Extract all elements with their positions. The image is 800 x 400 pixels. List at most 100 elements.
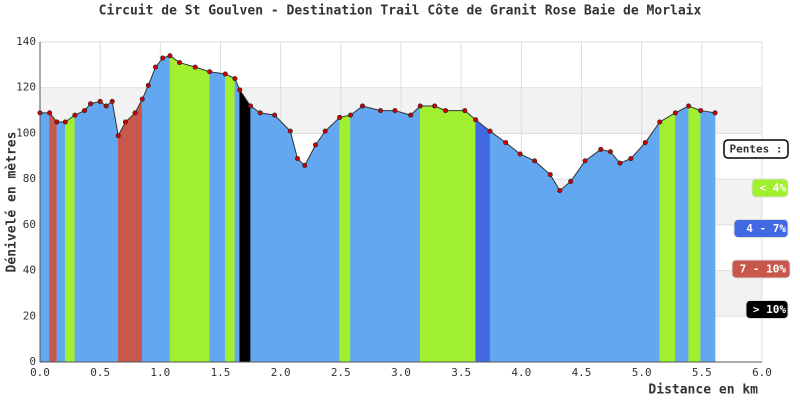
slope-segment bbox=[610, 151, 621, 363]
point-marker bbox=[487, 128, 493, 134]
slope-segment bbox=[250, 105, 261, 363]
point-marker bbox=[617, 160, 623, 166]
point-marker bbox=[582, 158, 588, 164]
slope-segment bbox=[445, 110, 466, 363]
slope-segment bbox=[125, 112, 136, 363]
slope-segment bbox=[700, 110, 716, 363]
point-marker bbox=[167, 53, 173, 59]
point-marker bbox=[222, 71, 228, 77]
slope-segment bbox=[134, 99, 143, 363]
point-marker bbox=[417, 103, 423, 109]
point-marker bbox=[295, 156, 301, 162]
slope-segment bbox=[99, 100, 107, 363]
point-marker bbox=[272, 112, 278, 118]
legend-title: Pentes : bbox=[730, 143, 783, 156]
point-marker bbox=[473, 117, 479, 123]
slope-segment bbox=[519, 153, 535, 363]
point-marker bbox=[392, 108, 398, 114]
legend-label: < 4% bbox=[760, 182, 787, 195]
point-marker bbox=[177, 60, 183, 66]
chart-title: Circuit de St Goulven - Destination Trai… bbox=[99, 4, 702, 19]
point-marker bbox=[139, 96, 145, 102]
x-tick-label: 5.0 bbox=[632, 366, 652, 379]
point-marker bbox=[302, 162, 308, 168]
point-marker bbox=[607, 149, 613, 155]
point-marker bbox=[192, 64, 198, 70]
slope-segment bbox=[434, 105, 446, 363]
y-tick-label: 80 bbox=[23, 172, 36, 185]
point-marker bbox=[313, 142, 319, 148]
point-marker bbox=[248, 103, 254, 109]
y-tick-label: 40 bbox=[23, 264, 36, 277]
point-marker bbox=[517, 151, 523, 157]
legend-label: > 10% bbox=[753, 303, 786, 316]
slope-segment bbox=[570, 160, 586, 363]
legend-swatch bbox=[731, 259, 791, 279]
slope-segment bbox=[630, 141, 646, 363]
slope-segment bbox=[534, 160, 551, 363]
slope-segment bbox=[505, 142, 521, 363]
slope-segment bbox=[420, 105, 435, 363]
slope-segment bbox=[169, 55, 180, 363]
slope-segment bbox=[162, 55, 171, 363]
point-marker bbox=[88, 101, 94, 107]
slope-segment bbox=[65, 114, 76, 363]
slope-segment bbox=[179, 62, 196, 363]
y-tick-label: 20 bbox=[23, 309, 36, 322]
slope-segment bbox=[315, 130, 326, 363]
slope-segment bbox=[362, 105, 381, 363]
legend-label: 7 - 10% bbox=[740, 263, 787, 276]
point-marker bbox=[712, 110, 718, 116]
point-marker bbox=[132, 110, 138, 116]
point-marker bbox=[547, 172, 553, 178]
point-marker bbox=[408, 112, 414, 118]
slope-segment bbox=[49, 112, 58, 363]
slope-segment bbox=[142, 85, 149, 363]
slope-segment bbox=[350, 105, 363, 363]
slope-segment bbox=[105, 100, 113, 363]
slope-segment bbox=[56, 121, 66, 363]
y-tick-label: 120 bbox=[16, 81, 36, 94]
point-marker bbox=[657, 119, 663, 125]
point-marker bbox=[568, 178, 574, 184]
slope-segment bbox=[559, 180, 571, 363]
slope-segment bbox=[464, 110, 476, 363]
point-marker bbox=[82, 108, 88, 114]
slope-segment bbox=[394, 110, 411, 363]
x-tick-label: 5.5 bbox=[692, 366, 712, 379]
slope-segment bbox=[304, 144, 316, 363]
slope-segment bbox=[39, 112, 50, 363]
slope-segment bbox=[584, 148, 602, 363]
slope-segment bbox=[225, 73, 236, 363]
point-marker bbox=[54, 119, 60, 125]
slope-segment bbox=[148, 67, 156, 363]
slope-segment bbox=[297, 157, 305, 363]
x-tick-label: 6.0 bbox=[752, 366, 772, 379]
slope-segment bbox=[688, 105, 701, 363]
x-tick-label: 3.0 bbox=[391, 366, 411, 379]
x-tick-label: 0.5 bbox=[90, 366, 110, 379]
y-axis-label: Dénivelé en mètres bbox=[5, 132, 20, 273]
slope-segment bbox=[111, 101, 119, 363]
point-marker bbox=[672, 110, 678, 116]
x-tick-label: 0.0 bbox=[30, 366, 50, 379]
slope-segment bbox=[290, 131, 298, 363]
slope-segment bbox=[659, 112, 676, 363]
legend-swatch bbox=[733, 219, 789, 238]
slope-segment bbox=[194, 66, 210, 363]
x-tick-label: 1.0 bbox=[150, 366, 170, 379]
point-marker bbox=[698, 108, 704, 114]
point-marker bbox=[359, 103, 365, 109]
x-tick-label: 3.5 bbox=[451, 366, 471, 379]
slope-segment bbox=[645, 121, 660, 363]
slope-segment bbox=[90, 101, 101, 363]
point-marker bbox=[347, 112, 353, 118]
point-marker bbox=[160, 55, 166, 61]
x-tick-label: 2.0 bbox=[271, 366, 291, 379]
y-tick-label: 60 bbox=[23, 218, 36, 231]
point-marker bbox=[287, 128, 293, 134]
point-marker bbox=[115, 133, 121, 139]
slope-segment bbox=[324, 116, 340, 363]
x-tick-label: 4.0 bbox=[511, 366, 531, 379]
